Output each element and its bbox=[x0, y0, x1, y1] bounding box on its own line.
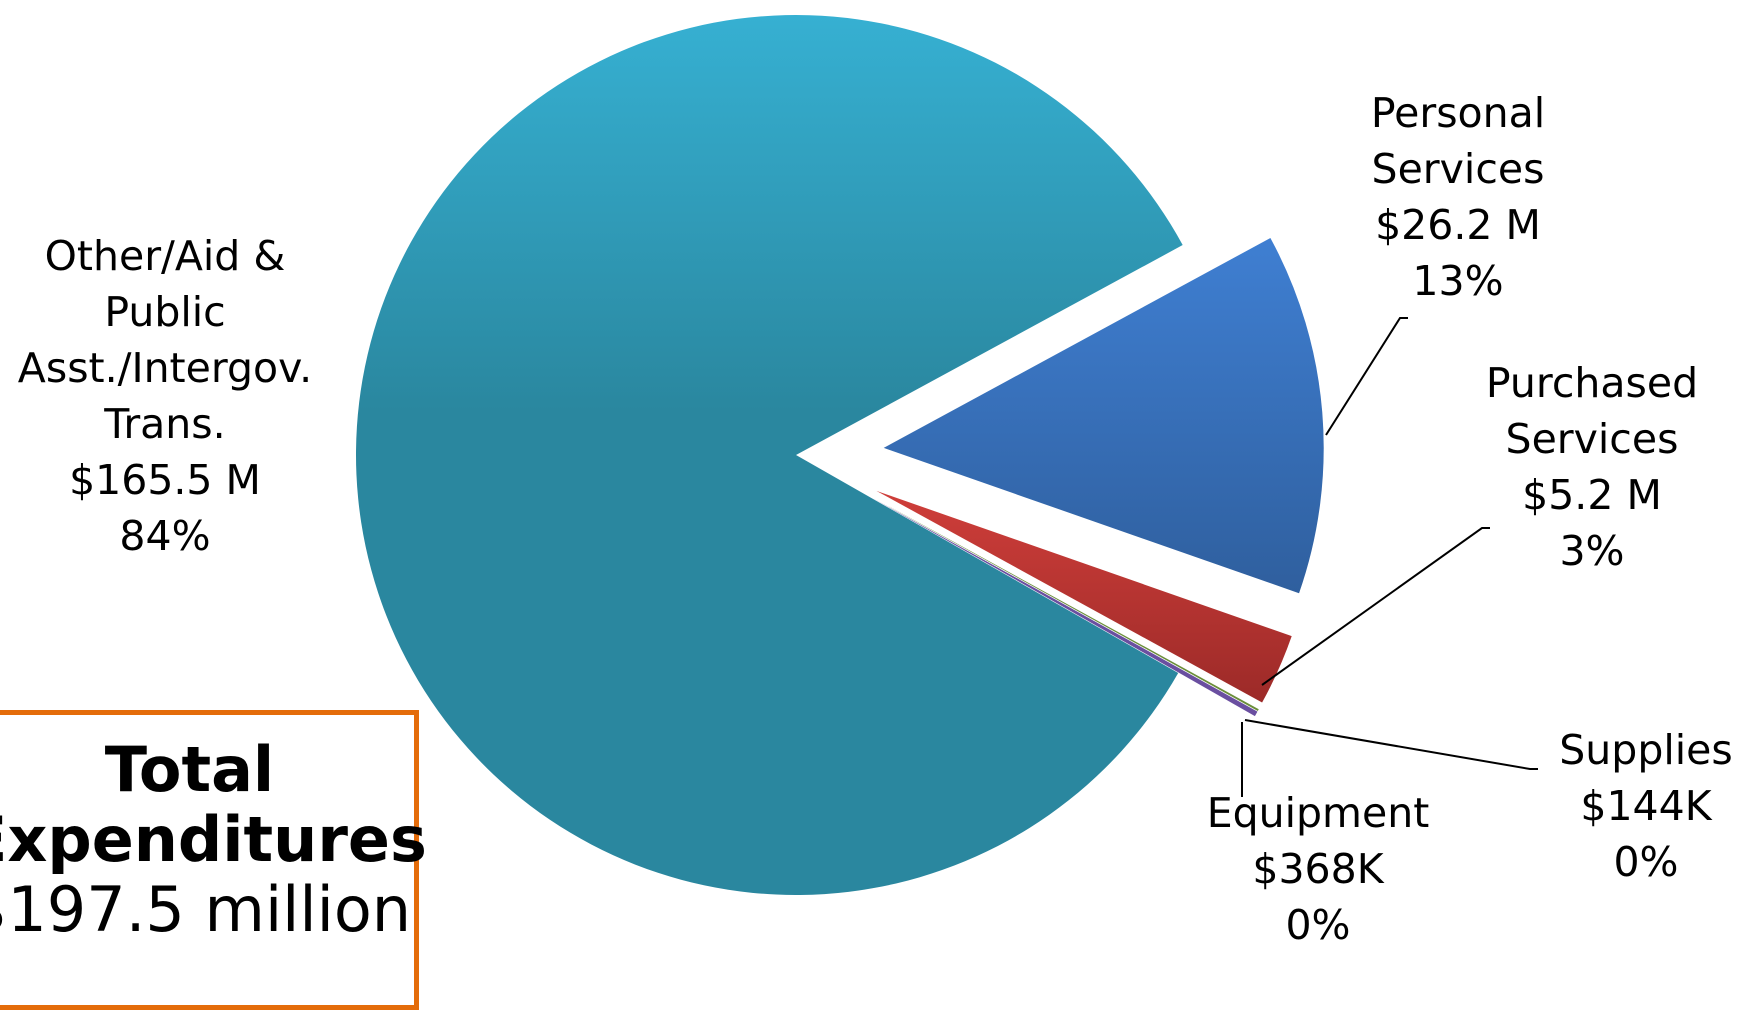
label-equipment-percent: 0% bbox=[1285, 901, 1351, 949]
label-other-aid: Other/Aid & Public Asst./Intergov. Trans… bbox=[18, 228, 312, 564]
label-supplies-name: Supplies bbox=[1559, 726, 1733, 774]
total-expenditures-box: Total Expenditures $197.5 million bbox=[0, 710, 427, 1010]
slice-supplies bbox=[873, 497, 1259, 711]
label-other-name-4: Trans. bbox=[104, 400, 226, 448]
label-other-value: $165.5 M bbox=[69, 456, 261, 504]
label-purchased-name-1: Purchased bbox=[1485, 359, 1699, 407]
label-other-name-3: Asst./Intergov. bbox=[17, 344, 313, 392]
slice-purchased-services bbox=[876, 490, 1292, 703]
pie-slices bbox=[355, 15, 1324, 896]
leader-lines bbox=[1241, 317, 1538, 797]
label-other-percent: 84% bbox=[119, 512, 211, 560]
label-supplies-value: $144K bbox=[1580, 782, 1712, 830]
label-purchased-value: $5.2 M bbox=[1522, 471, 1662, 519]
label-other-name-1: Other/Aid & bbox=[44, 232, 286, 280]
slice-personal-services bbox=[883, 237, 1324, 594]
leader-line-personal bbox=[1325, 317, 1408, 436]
leader-line-supplies bbox=[1244, 719, 1538, 770]
label-personal-name-2: Services bbox=[1371, 145, 1545, 193]
label-personal-value: $26.2 M bbox=[1375, 201, 1541, 249]
total-amount: $197.5 million bbox=[0, 873, 412, 946]
slice-equipment bbox=[872, 498, 1258, 717]
label-supplies-percent: 0% bbox=[1613, 838, 1679, 886]
label-personal-percent: 13% bbox=[1412, 257, 1504, 305]
label-other-name-2: Public bbox=[104, 288, 226, 336]
label-purchased-name-2: Services bbox=[1505, 415, 1679, 463]
label-purchased-services: Purchased Services $5.2 M 3% bbox=[1486, 355, 1698, 579]
label-equipment: Equipment $368K 0% bbox=[1207, 785, 1430, 953]
leader-line-purchased bbox=[1261, 527, 1490, 686]
label-supplies: Supplies $144K 0% bbox=[1559, 722, 1732, 890]
total-subtitle: Expenditures bbox=[0, 803, 427, 876]
label-personal-services: Personal Services $26.2 M 13% bbox=[1371, 85, 1545, 309]
label-equipment-name: Equipment bbox=[1206, 789, 1430, 837]
label-purchased-percent: 3% bbox=[1559, 527, 1625, 575]
slice-other-aid bbox=[355, 15, 1183, 896]
total-title: Total bbox=[104, 733, 275, 806]
label-personal-name-1: Personal bbox=[1370, 89, 1546, 137]
label-equipment-value: $368K bbox=[1252, 845, 1384, 893]
